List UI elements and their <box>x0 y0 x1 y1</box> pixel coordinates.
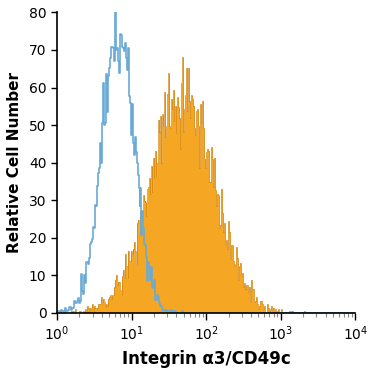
Y-axis label: Relative Cell Number: Relative Cell Number <box>7 72 22 253</box>
X-axis label: Integrin α3/CD49c: Integrin α3/CD49c <box>122 350 291 368</box>
